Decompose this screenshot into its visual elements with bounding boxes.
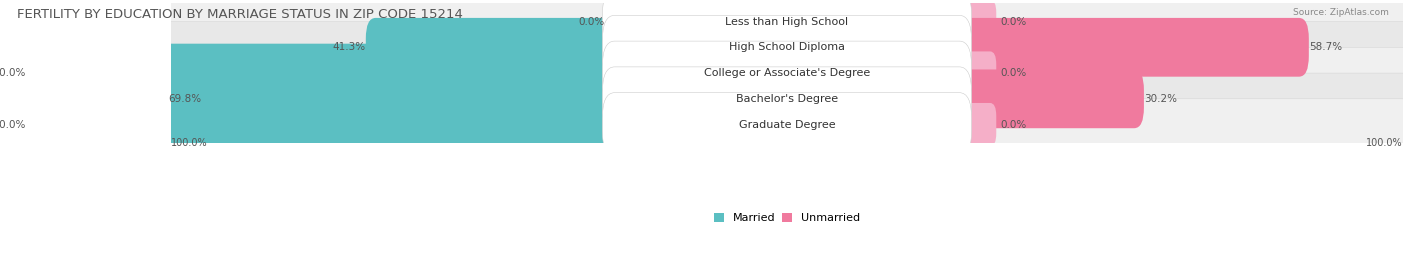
FancyBboxPatch shape bbox=[166, 99, 1406, 150]
Text: 0.0%: 0.0% bbox=[1000, 68, 1026, 78]
FancyBboxPatch shape bbox=[953, 103, 997, 146]
Text: 30.2%: 30.2% bbox=[1144, 94, 1177, 104]
FancyBboxPatch shape bbox=[166, 22, 1406, 73]
Legend: Married, Unmarried: Married, Unmarried bbox=[714, 213, 860, 224]
Text: 100.0%: 100.0% bbox=[172, 137, 208, 147]
Text: 100.0%: 100.0% bbox=[0, 68, 27, 78]
Text: Source: ZipAtlas.com: Source: ZipAtlas.com bbox=[1294, 8, 1389, 17]
FancyBboxPatch shape bbox=[166, 47, 1406, 99]
FancyBboxPatch shape bbox=[602, 41, 972, 105]
FancyBboxPatch shape bbox=[602, 67, 972, 131]
Text: 69.8%: 69.8% bbox=[167, 94, 201, 104]
Text: 100.0%: 100.0% bbox=[0, 120, 27, 130]
Text: 58.7%: 58.7% bbox=[1309, 42, 1341, 52]
FancyBboxPatch shape bbox=[949, 18, 1309, 77]
Text: 0.0%: 0.0% bbox=[1000, 16, 1026, 27]
Text: Graduate Degree: Graduate Degree bbox=[738, 120, 835, 130]
FancyBboxPatch shape bbox=[602, 93, 972, 157]
FancyBboxPatch shape bbox=[201, 69, 624, 128]
FancyBboxPatch shape bbox=[166, 0, 1406, 47]
FancyBboxPatch shape bbox=[949, 69, 1144, 128]
FancyBboxPatch shape bbox=[366, 18, 624, 77]
Text: FERTILITY BY EDUCATION BY MARRIAGE STATUS IN ZIP CODE 15214: FERTILITY BY EDUCATION BY MARRIAGE STATU… bbox=[17, 8, 463, 21]
FancyBboxPatch shape bbox=[953, 0, 997, 43]
Text: 41.3%: 41.3% bbox=[333, 42, 366, 52]
FancyBboxPatch shape bbox=[27, 44, 624, 102]
FancyBboxPatch shape bbox=[602, 0, 972, 54]
FancyBboxPatch shape bbox=[602, 15, 972, 79]
Text: 0.0%: 0.0% bbox=[578, 16, 605, 27]
FancyBboxPatch shape bbox=[953, 51, 997, 95]
Text: 100.0%: 100.0% bbox=[1365, 137, 1403, 147]
Text: 0.0%: 0.0% bbox=[1000, 120, 1026, 130]
Text: College or Associate's Degree: College or Associate's Degree bbox=[704, 68, 870, 78]
Text: Less than High School: Less than High School bbox=[725, 16, 849, 27]
FancyBboxPatch shape bbox=[166, 73, 1406, 125]
FancyBboxPatch shape bbox=[27, 95, 624, 154]
Text: Bachelor's Degree: Bachelor's Degree bbox=[735, 94, 838, 104]
Text: High School Diploma: High School Diploma bbox=[728, 42, 845, 52]
